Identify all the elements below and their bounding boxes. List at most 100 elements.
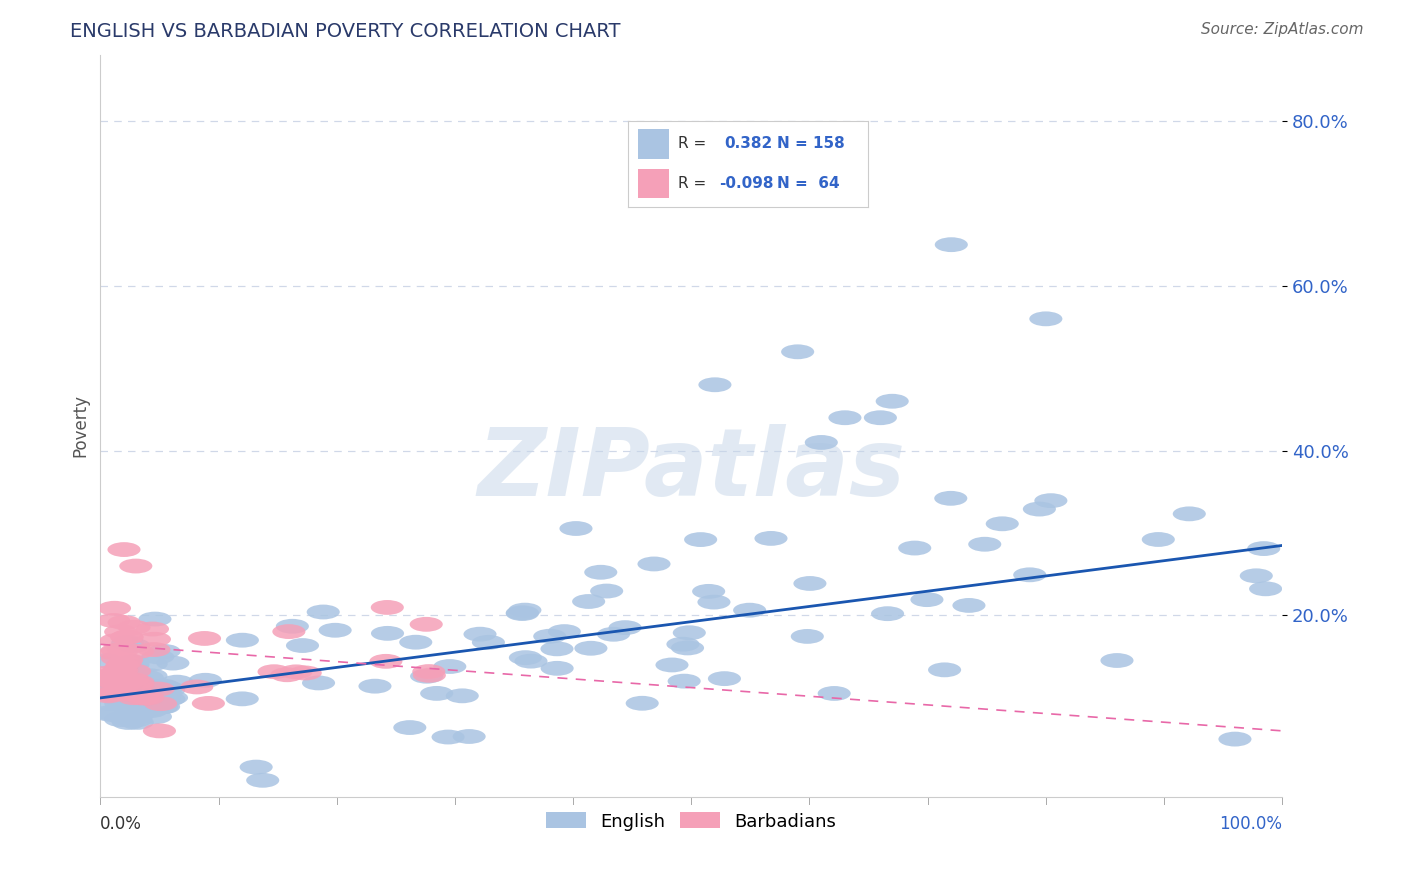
Ellipse shape bbox=[790, 629, 824, 644]
Ellipse shape bbox=[876, 394, 908, 409]
Ellipse shape bbox=[135, 668, 167, 683]
Ellipse shape bbox=[609, 620, 641, 635]
Ellipse shape bbox=[575, 640, 607, 656]
Ellipse shape bbox=[863, 410, 897, 425]
Ellipse shape bbox=[152, 691, 186, 706]
Ellipse shape bbox=[121, 644, 155, 659]
Ellipse shape bbox=[969, 537, 1001, 551]
Ellipse shape bbox=[117, 693, 150, 707]
Ellipse shape bbox=[108, 693, 141, 708]
Ellipse shape bbox=[509, 650, 541, 665]
Text: N =  64: N = 64 bbox=[776, 176, 839, 191]
Ellipse shape bbox=[124, 679, 157, 694]
Ellipse shape bbox=[108, 689, 141, 704]
Ellipse shape bbox=[96, 669, 129, 684]
Ellipse shape bbox=[142, 681, 174, 697]
Ellipse shape bbox=[105, 657, 139, 673]
Ellipse shape bbox=[100, 633, 132, 648]
Ellipse shape bbox=[138, 632, 172, 647]
Ellipse shape bbox=[1142, 532, 1175, 547]
Ellipse shape bbox=[120, 709, 153, 724]
Ellipse shape bbox=[141, 649, 174, 665]
Ellipse shape bbox=[108, 692, 141, 706]
Ellipse shape bbox=[107, 695, 141, 709]
Ellipse shape bbox=[666, 637, 699, 652]
Ellipse shape bbox=[359, 679, 391, 694]
Ellipse shape bbox=[111, 660, 143, 674]
Ellipse shape bbox=[150, 681, 184, 696]
Ellipse shape bbox=[280, 665, 312, 680]
Ellipse shape bbox=[506, 606, 538, 620]
Ellipse shape bbox=[155, 690, 188, 706]
Ellipse shape bbox=[108, 615, 141, 630]
Ellipse shape bbox=[107, 697, 141, 711]
Text: Source: ZipAtlas.com: Source: ZipAtlas.com bbox=[1201, 22, 1364, 37]
Ellipse shape bbox=[509, 603, 541, 617]
Ellipse shape bbox=[142, 692, 176, 706]
Ellipse shape bbox=[120, 713, 152, 727]
Ellipse shape bbox=[307, 605, 340, 619]
Ellipse shape bbox=[93, 687, 127, 702]
Ellipse shape bbox=[572, 594, 605, 609]
Ellipse shape bbox=[101, 651, 134, 666]
Ellipse shape bbox=[97, 686, 131, 701]
Ellipse shape bbox=[141, 687, 174, 701]
Ellipse shape bbox=[114, 677, 148, 692]
Ellipse shape bbox=[412, 665, 446, 679]
Ellipse shape bbox=[101, 664, 135, 679]
Ellipse shape bbox=[188, 673, 222, 688]
Ellipse shape bbox=[399, 635, 432, 649]
Ellipse shape bbox=[432, 730, 464, 745]
Ellipse shape bbox=[637, 557, 671, 572]
Ellipse shape bbox=[246, 772, 280, 788]
Ellipse shape bbox=[626, 696, 659, 711]
Ellipse shape bbox=[93, 706, 125, 721]
Ellipse shape bbox=[1035, 493, 1067, 508]
Ellipse shape bbox=[103, 662, 136, 676]
Ellipse shape bbox=[127, 690, 160, 706]
Ellipse shape bbox=[94, 707, 128, 722]
Ellipse shape bbox=[111, 694, 145, 709]
Ellipse shape bbox=[685, 533, 717, 547]
Ellipse shape bbox=[114, 679, 148, 694]
Ellipse shape bbox=[515, 654, 547, 668]
Ellipse shape bbox=[226, 632, 259, 648]
Ellipse shape bbox=[453, 729, 485, 744]
Ellipse shape bbox=[1247, 541, 1281, 556]
Ellipse shape bbox=[111, 630, 143, 645]
Ellipse shape bbox=[104, 624, 138, 640]
Ellipse shape bbox=[160, 674, 194, 690]
Ellipse shape bbox=[188, 631, 221, 646]
Ellipse shape bbox=[98, 673, 132, 687]
Ellipse shape bbox=[131, 690, 165, 706]
Ellipse shape bbox=[107, 542, 141, 557]
Ellipse shape bbox=[560, 521, 592, 536]
Ellipse shape bbox=[131, 681, 165, 696]
Ellipse shape bbox=[733, 603, 766, 617]
Ellipse shape bbox=[131, 670, 163, 685]
Ellipse shape bbox=[104, 690, 138, 705]
Ellipse shape bbox=[1022, 501, 1056, 516]
Ellipse shape bbox=[115, 670, 149, 684]
Ellipse shape bbox=[145, 699, 179, 714]
Ellipse shape bbox=[394, 720, 426, 735]
Ellipse shape bbox=[136, 622, 169, 636]
Ellipse shape bbox=[464, 627, 496, 641]
Ellipse shape bbox=[446, 689, 479, 703]
Ellipse shape bbox=[420, 686, 453, 701]
Ellipse shape bbox=[135, 702, 167, 716]
Ellipse shape bbox=[127, 682, 159, 698]
Y-axis label: Poverty: Poverty bbox=[72, 394, 89, 458]
Text: 0.0%: 0.0% bbox=[100, 815, 142, 833]
Ellipse shape bbox=[409, 617, 443, 632]
Ellipse shape bbox=[100, 676, 134, 691]
Ellipse shape bbox=[239, 760, 273, 774]
Ellipse shape bbox=[121, 674, 155, 690]
Ellipse shape bbox=[104, 668, 138, 682]
Ellipse shape bbox=[120, 558, 152, 574]
Ellipse shape bbox=[872, 607, 904, 621]
Ellipse shape bbox=[105, 669, 139, 683]
Ellipse shape bbox=[118, 664, 152, 679]
Ellipse shape bbox=[111, 687, 143, 701]
Ellipse shape bbox=[107, 642, 141, 657]
